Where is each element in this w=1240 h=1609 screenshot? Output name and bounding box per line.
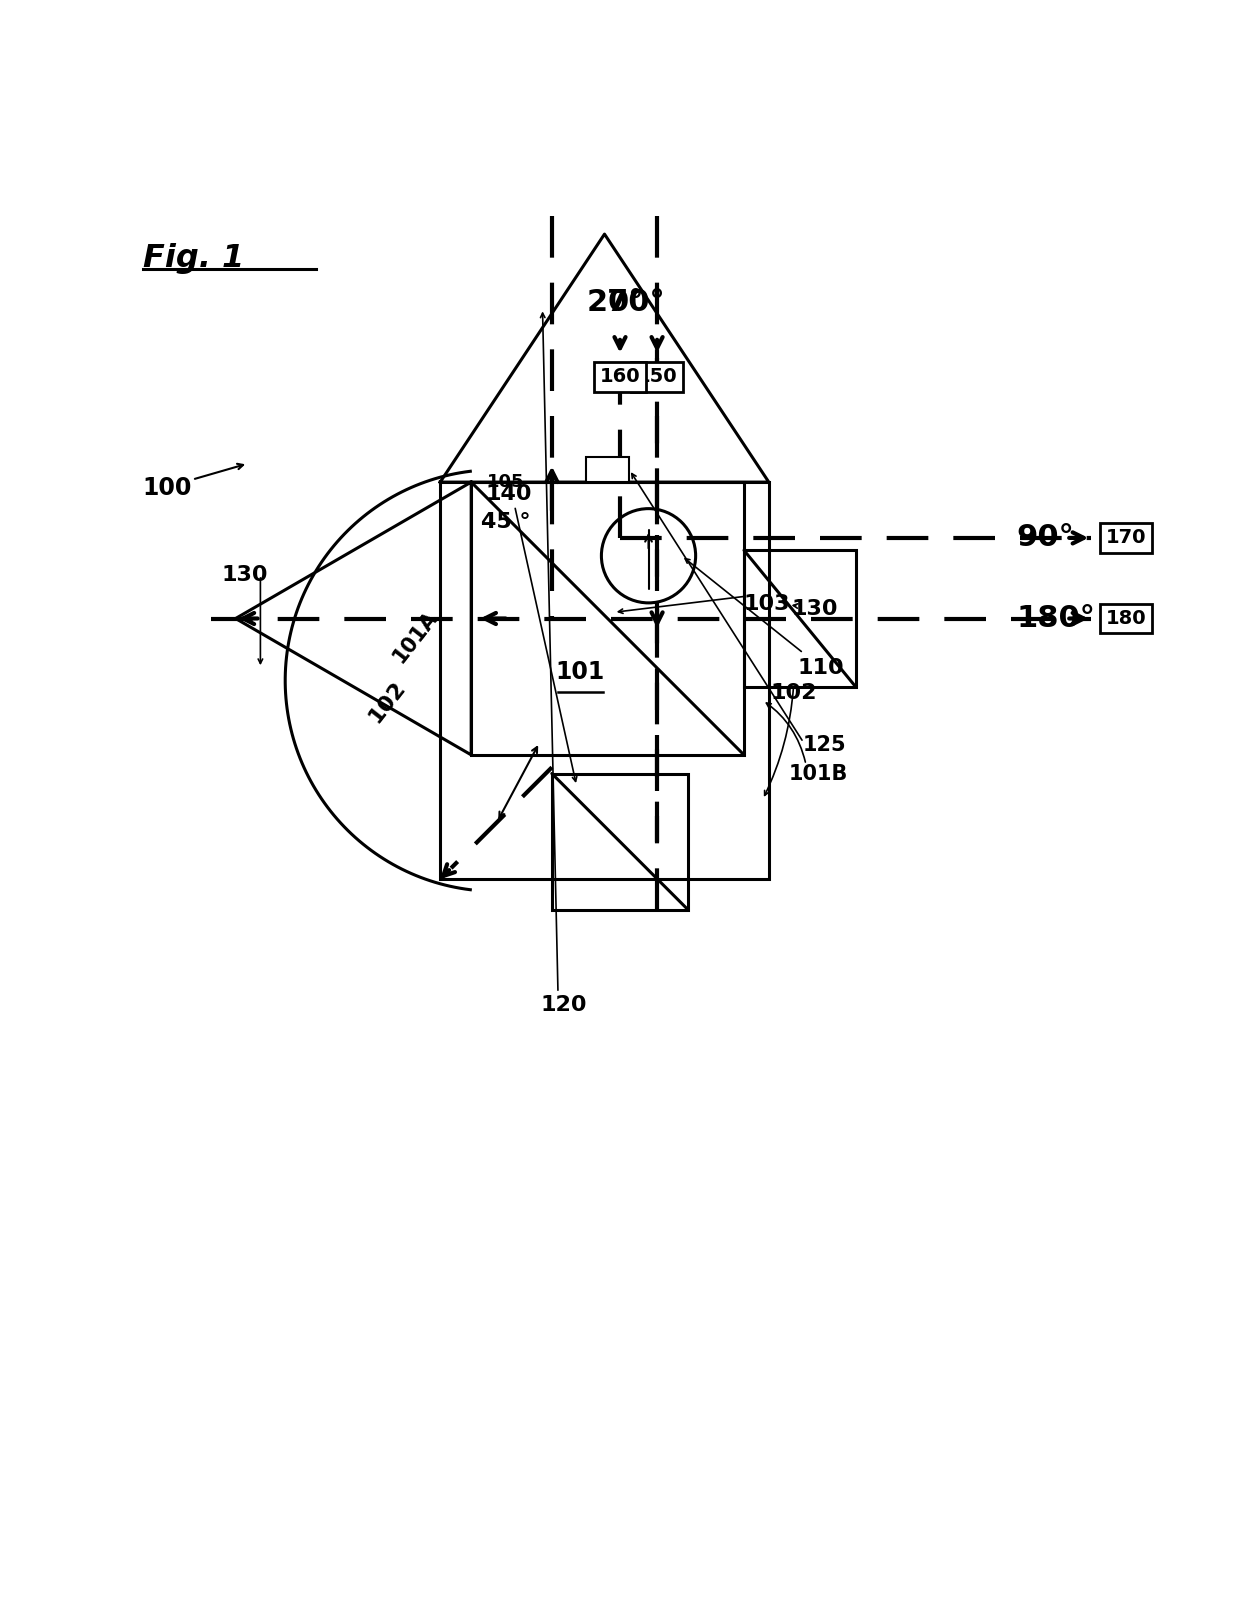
Text: 110: 110 [797,658,844,677]
Text: 150: 150 [637,367,677,386]
Text: 90°: 90° [1017,523,1075,552]
Bar [471,483,744,755]
Text: 130: 130 [221,565,268,586]
Text: 180: 180 [1106,608,1146,628]
Text: 100: 100 [143,476,192,500]
Text: 101: 101 [556,660,605,684]
Text: 105: 105 [487,473,525,491]
Bar [585,457,629,483]
Text: 102: 102 [365,677,409,726]
Text: 270°: 270° [587,288,666,317]
Text: 101A: 101A [389,608,441,666]
Text: 125: 125 [802,735,846,755]
Bar [744,550,856,687]
Text: 160: 160 [600,367,640,386]
Text: 102: 102 [770,682,817,703]
Text: 130: 130 [791,599,838,618]
Text: 103: 103 [744,594,791,613]
Text: 170: 170 [1106,528,1146,547]
Text: 0°: 0° [608,288,645,317]
Text: 45 °: 45 ° [481,512,531,533]
Text: Fig. 1: Fig. 1 [143,243,244,275]
Bar [440,483,769,879]
Text: 101B: 101B [789,764,848,784]
Text: 140: 140 [485,484,532,505]
Bar [552,774,688,911]
Text: 180°: 180° [1017,603,1096,632]
Text: 120: 120 [541,996,588,1015]
